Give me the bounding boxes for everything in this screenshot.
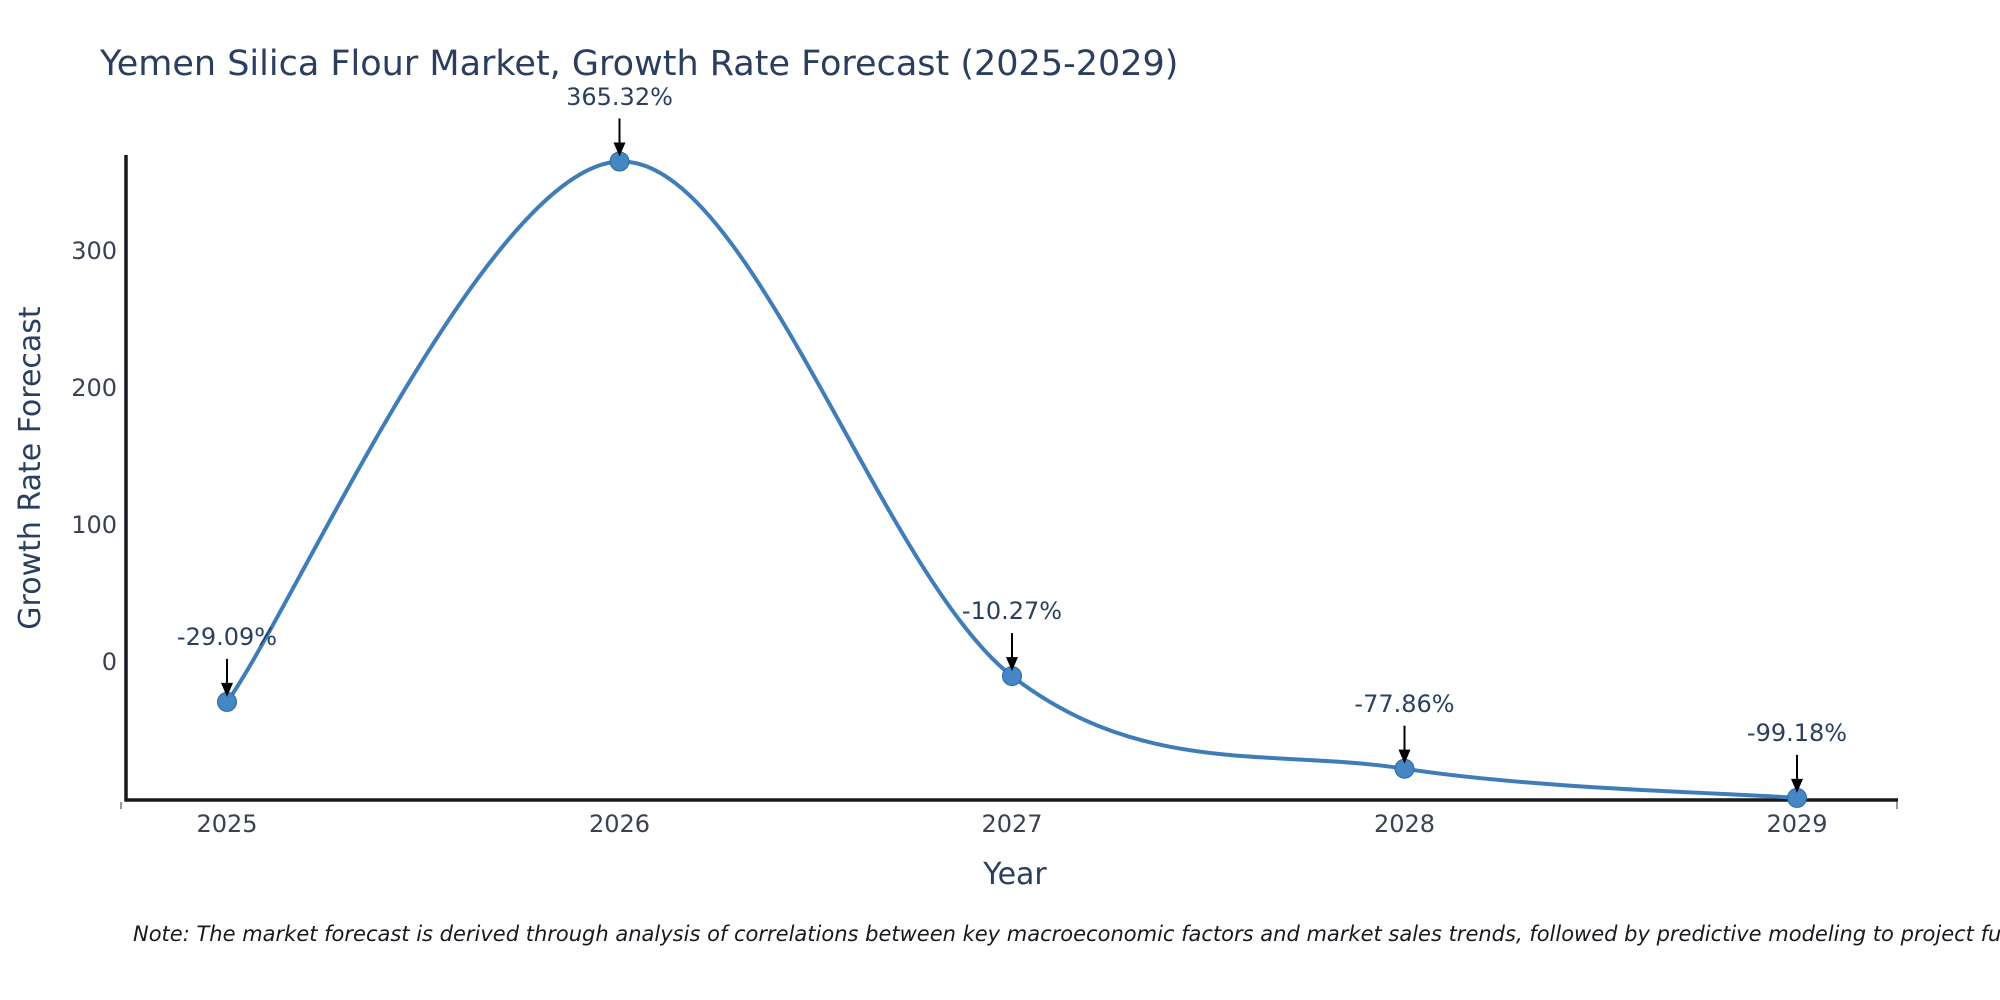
x-axis-title: Year xyxy=(983,857,1047,892)
annotation-label: -29.09% xyxy=(176,622,278,651)
footnote: Note: The market forecast is derived thr… xyxy=(133,922,2000,946)
trend-line xyxy=(225,159,1799,800)
x-tick-label: 2027 xyxy=(981,810,1043,838)
chart-title: Yemen Silica Flour Market, Growth Rate F… xyxy=(100,44,1179,84)
annotation-label: -10.27% xyxy=(961,597,1063,626)
y-tick-label: 0 xyxy=(101,648,117,676)
annotation-label: -77.86% xyxy=(1354,689,1455,718)
x-tick-label: 2029 xyxy=(1766,810,1828,838)
annotation-label: -99.18% xyxy=(1746,718,1848,747)
x-tick-label: 2025 xyxy=(196,810,258,838)
y-tick-label: 300 xyxy=(71,237,117,265)
annotation-arrow-head xyxy=(1006,657,1018,672)
y-axis-title: Growth Rate Forecast xyxy=(13,306,48,630)
x-tick-label: 2026 xyxy=(588,810,651,838)
y-tick-label: 200 xyxy=(71,374,117,402)
y-tick-label: 100 xyxy=(71,511,117,539)
annotation-arrow-head xyxy=(221,682,233,697)
annotation-arrow-head xyxy=(1791,778,1803,793)
annotation-arrow-head xyxy=(1398,749,1411,764)
x-tick-label: 2028 xyxy=(1373,810,1436,838)
annotation-label: 365.32% xyxy=(566,82,673,111)
annotation-arrow-head xyxy=(613,142,626,157)
axis-line xyxy=(124,155,1898,802)
